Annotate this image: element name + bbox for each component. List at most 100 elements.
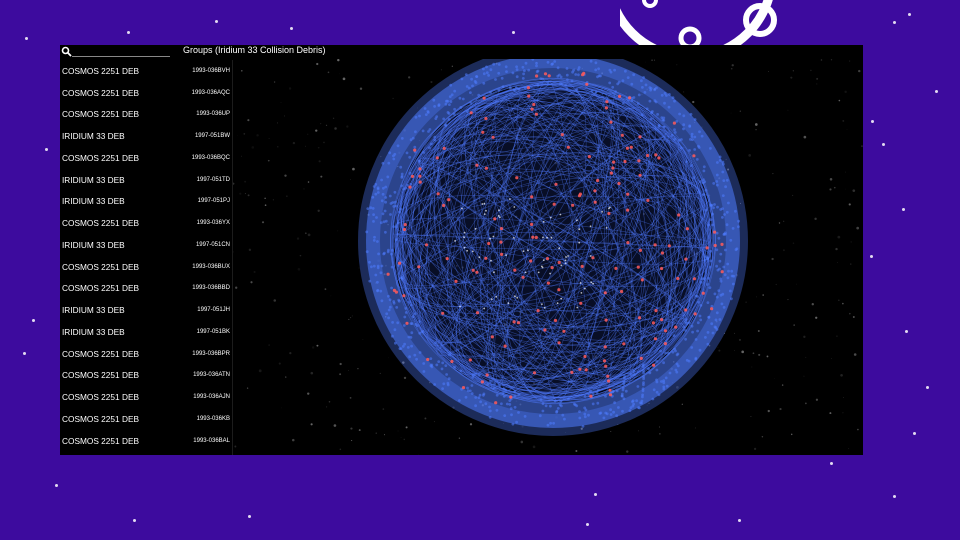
- list-item[interactable]: IRIDIUM 33 DEB 1997-051CN: [60, 234, 232, 256]
- list-item[interactable]: COSMOS 2251 DEB 1993-036YX: [60, 212, 232, 234]
- city-light: [558, 247, 561, 250]
- debris-point: [488, 405, 491, 409]
- globe-viewport[interactable]: [233, 59, 863, 455]
- list-item[interactable]: COSMOS 2251 DEB 1993-036BVH: [60, 60, 232, 82]
- debris-point: [702, 178, 705, 182]
- space-dust: [754, 123, 758, 126]
- debris-point: [685, 358, 689, 362]
- earth-disc: [395, 83, 711, 399]
- debris-point: [725, 223, 729, 227]
- debris-point: [428, 128, 432, 131]
- debris-point: [523, 415, 527, 418]
- list-item[interactable]: IRIDIUM 33 DEB 1997-051JH: [60, 299, 232, 321]
- space-dust: [233, 251, 234, 253]
- debris-point: [715, 264, 718, 268]
- debris-point: [511, 422, 515, 426]
- object-name: IRIDIUM 33 DEB: [62, 196, 125, 207]
- search-input[interactable]: [72, 45, 170, 57]
- list-item[interactable]: COSMOS 2251 DEB 1993-036BAL: [60, 430, 232, 452]
- orbit-path: [463, 94, 643, 388]
- list-item[interactable]: IRIDIUM 33 DEB 1997-051BK: [60, 321, 232, 343]
- debris-point: [699, 318, 703, 322]
- list-item[interactable]: COSMOS 2251 DEB 1993-036AJN: [60, 386, 232, 408]
- debris-point: [460, 77, 464, 81]
- debris-point: [393, 328, 397, 332]
- list-item[interactable]: COSMOS 2251 DEB 1993-036BUX: [60, 256, 232, 278]
- debris-point: [368, 279, 372, 283]
- debris-point: [442, 382, 446, 386]
- space-dust: [452, 406, 455, 409]
- debris-point: [390, 265, 394, 269]
- orbit-path: [476, 107, 630, 375]
- list-item[interactable]: COSMOS 2251 DEB 1993-036KB: [60, 408, 232, 430]
- space-dust: [325, 124, 328, 126]
- debris-point: [466, 386, 469, 390]
- object-list[interactable]: COSMOS 2251 DEB 1993-036BVH COSMOS 2251 DE…: [60, 60, 233, 455]
- space-dust: [261, 221, 265, 224]
- list-item[interactable]: COSMOS 2251 DEB 1993-036ATN: [60, 365, 232, 387]
- list-item[interactable]: COSMOS 2251 DEB 1993-036AQC: [60, 82, 232, 104]
- debris-point: [620, 133, 624, 137]
- debris-point: [400, 137, 404, 140]
- space-dust: [833, 186, 836, 189]
- space-dust: [342, 77, 346, 81]
- space-dust: [333, 424, 337, 427]
- debris-point: [521, 65, 525, 69]
- orbit-path: [440, 128, 666, 354]
- orbit-path: [425, 80, 681, 402]
- orbit-path: [405, 151, 701, 331]
- debris-point: [564, 83, 567, 87]
- debris-point: [504, 65, 508, 69]
- debris-point: [368, 260, 371, 264]
- debris-point: [560, 133, 564, 137]
- debris-point: [531, 235, 535, 239]
- space-dust: [610, 431, 612, 432]
- space-dust: [278, 362, 281, 365]
- debris-point: [629, 145, 633, 149]
- list-item[interactable]: COSMOS 2251 DEB 1993-036BBD: [60, 278, 232, 300]
- city-light: [495, 295, 498, 298]
- debris-point: [724, 232, 727, 236]
- list-item[interactable]: IRIDIUM 33 DEB 1997-051PJ: [60, 191, 232, 213]
- debris-point: [566, 78, 569, 82]
- orbit-path: [499, 81, 607, 401]
- debris-point: [643, 91, 647, 94]
- debris-point: [640, 399, 644, 403]
- space-dust: [717, 346, 719, 348]
- debris-point: [670, 133, 674, 137]
- list-item[interactable]: COSMOS 2251 DEB 1993-036BPR: [60, 343, 232, 365]
- debris-point: [549, 404, 552, 408]
- city-light: [483, 202, 486, 205]
- orbit-path: [442, 111, 664, 371]
- search-icon[interactable]: [61, 45, 73, 57]
- debris-point: [713, 292, 717, 296]
- space-dust: [750, 416, 752, 417]
- debris-point: [471, 373, 475, 377]
- list-item[interactable]: IRIDIUM 33 DEB 1997-051BW: [60, 125, 232, 147]
- list-item[interactable]: COSMOS 2251 DEB 1993-036BQC: [60, 147, 232, 169]
- orbit-path: [411, 108, 695, 374]
- star-dot: [594, 493, 597, 496]
- debris-point: [543, 328, 547, 332]
- debris-point: [406, 184, 410, 187]
- space-dust: [739, 110, 742, 112]
- space-dust: [752, 352, 755, 355]
- debris-point: [427, 130, 430, 133]
- orbit-path: [436, 99, 670, 383]
- orbit-path: [397, 84, 709, 398]
- orbit-path: [391, 233, 715, 249]
- debris-point: [636, 385, 640, 388]
- space-dust: [803, 335, 806, 338]
- list-item[interactable]: IRIDIUM 33 DEB 1997-051TD: [60, 169, 232, 191]
- city-light: [485, 209, 487, 212]
- debris-point: [372, 264, 376, 268]
- space-dust: [338, 73, 340, 75]
- debris-point: [611, 166, 615, 170]
- debris-point: [701, 291, 705, 295]
- debris-point: [474, 396, 478, 399]
- debris-point: [605, 100, 609, 104]
- debris-point: [653, 337, 658, 341]
- list-item[interactable]: COSMOS 2251 DEB 1993-036UP: [60, 104, 232, 126]
- space-dust: [837, 235, 841, 239]
- debris-point: [535, 64, 538, 68]
